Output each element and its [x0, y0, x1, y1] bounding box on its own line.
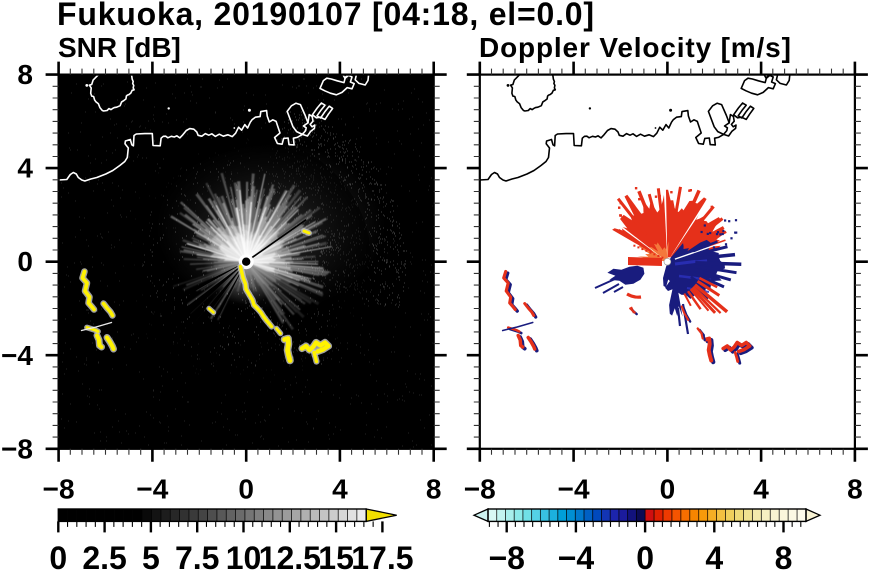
- svg-text:4: 4: [753, 474, 769, 505]
- svg-text:0: 0: [49, 540, 67, 570]
- svg-text:Fukuoka, 20190107 [04:18, el=0: Fukuoka, 20190107 [04:18, el=0.0]: [57, 0, 595, 32]
- svg-text:−8: −8: [488, 540, 524, 570]
- svg-text:−8: −8: [43, 474, 75, 505]
- svg-text:12.5: 12.5: [259, 540, 321, 570]
- svg-text:2.5: 2.5: [82, 540, 126, 570]
- svg-text:8: 8: [847, 474, 863, 505]
- svg-text:0: 0: [660, 474, 676, 505]
- svg-text:0: 0: [17, 246, 33, 277]
- svg-text:4: 4: [17, 153, 33, 184]
- svg-text:10: 10: [226, 540, 262, 570]
- svg-text:−8: −8: [1, 433, 33, 464]
- svg-text:4: 4: [705, 540, 723, 570]
- svg-text:−4: −4: [1, 340, 33, 371]
- svg-text:5: 5: [142, 540, 160, 570]
- svg-text:8: 8: [775, 540, 793, 570]
- svg-text:8: 8: [426, 474, 442, 505]
- svg-text:7.5: 7.5: [175, 540, 219, 570]
- svg-text:−4: −4: [558, 474, 590, 505]
- svg-text:Doppler Velocity [m/s]: Doppler Velocity [m/s]: [479, 32, 792, 63]
- svg-text:−4: −4: [136, 474, 168, 505]
- svg-text:0: 0: [238, 474, 254, 505]
- svg-text:15: 15: [318, 540, 354, 570]
- svg-text:4: 4: [332, 474, 348, 505]
- svg-text:SNR [dB]: SNR [dB]: [58, 32, 181, 63]
- svg-text:−4: −4: [558, 540, 595, 570]
- svg-text:17.5: 17.5: [351, 540, 413, 570]
- svg-text:−8: −8: [464, 474, 496, 505]
- svg-text:0: 0: [636, 540, 654, 570]
- svg-text:8: 8: [17, 59, 33, 90]
